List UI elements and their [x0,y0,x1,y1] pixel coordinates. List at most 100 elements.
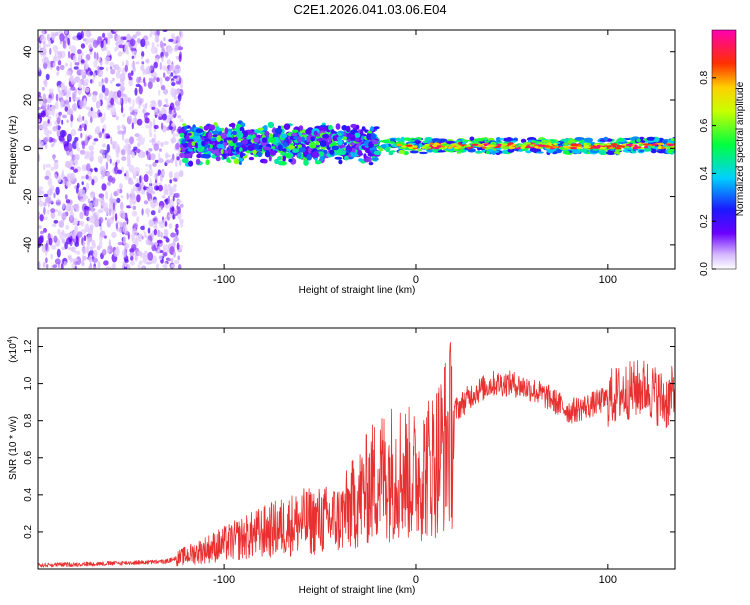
noise-cell [85,182,90,191]
noise-cell [170,63,175,72]
signal-cell [274,127,283,134]
noise-cell [105,67,109,72]
tone-core-cell [481,146,487,149]
noise-cell [170,139,177,143]
signal-cell [335,123,341,130]
noise-cell [109,66,113,70]
tone-core-cell [466,144,471,147]
noise-cell [144,117,150,124]
tone-core-cell [611,143,618,146]
noise-cell [38,106,42,111]
noise-cell [79,211,84,220]
signal-cell [330,141,338,146]
noise-cell [150,121,153,128]
noise-cell [141,236,144,240]
noise-cell [60,99,64,109]
noise-cell [82,85,85,91]
snr-ytick-label: 1.0 [23,376,34,390]
noise-cell [129,252,135,257]
noise-cell [107,104,113,108]
tone-core-cell [497,143,502,147]
noise-cell [90,150,94,156]
signal-cell [241,139,248,145]
noise-cell [72,258,79,262]
noise-cell [43,216,48,220]
tone-band-cell [535,140,540,143]
noise-cell [142,106,147,115]
tone-core-cell [520,146,525,149]
tone-band-cell [463,139,469,142]
noise-cell [63,85,68,94]
noise-cell [98,92,104,102]
noise-cell [147,251,154,261]
noise-cell [42,137,49,143]
signal-cell [215,156,221,162]
noise-cell [167,46,173,54]
spectrogram-xtick-label: -100 [213,274,235,286]
noise-cell [141,61,145,65]
noise-cell [160,122,164,130]
snr-axes: -100 0 100 0.2 0.4 0.6 0.8 1.0 1.2 [23,328,675,586]
tone-band-cell [574,137,584,141]
noise-cell [175,133,180,137]
signal-cell [327,154,332,158]
noise-cell [51,108,56,117]
noise-cell [146,187,149,192]
tone-band-cell [378,147,383,152]
noise-cell [40,35,46,43]
signal-cell [192,136,199,141]
noise-cell [173,251,176,258]
noise-cell [43,202,47,207]
noise-cell [108,239,112,249]
tone-band-cell [636,138,641,143]
tone-core-cell [502,143,508,146]
noise-cell [157,220,163,225]
noise-cell [95,198,99,202]
noise-cell [77,49,82,55]
tone-core-cell [583,142,587,146]
noise-cell [81,141,86,150]
noise-cell [123,95,129,102]
colorbar-gradient [711,29,737,270]
noise-cell [40,230,44,235]
noise-cell [59,33,65,42]
noise-cell [97,198,104,202]
noise-cell [56,65,60,71]
noise-cell [79,149,86,155]
noise-cell [100,60,103,66]
noise-cell [89,70,94,76]
noise-cell [177,255,180,261]
noise-cell [96,52,99,61]
tone-core-cell [632,146,638,150]
noise-cell [39,47,45,55]
noise-cell [101,205,103,209]
noise-cell [51,223,57,227]
noise-cell [54,258,61,265]
signal-cell [361,145,366,149]
noise-cell [171,122,176,127]
noise-cell [64,176,67,186]
noise-cell [150,64,154,71]
noise-cell [105,161,109,171]
noise-cell [122,61,125,66]
noise-cell [78,100,84,107]
noise-cell [48,187,53,196]
noise-cell [87,198,91,204]
noise-cell [114,166,117,172]
signal-cell [274,158,280,165]
noise-cell [170,232,176,238]
noise-cell [88,145,95,151]
noise-cell [116,197,121,204]
signal-cell [341,125,348,131]
colorbar-tick-label: 0.0 [699,262,710,276]
noise-cell [105,266,112,269]
signal-cell [181,157,189,164]
tone-band-cell [599,150,607,155]
tone-band-cell [395,141,405,145]
tone-band-cell [583,137,594,143]
signal-cell [280,152,288,156]
noise-cell [147,185,154,193]
noise-cell [90,107,93,112]
tone-core-cell [424,143,430,147]
noise-cell [162,170,165,176]
